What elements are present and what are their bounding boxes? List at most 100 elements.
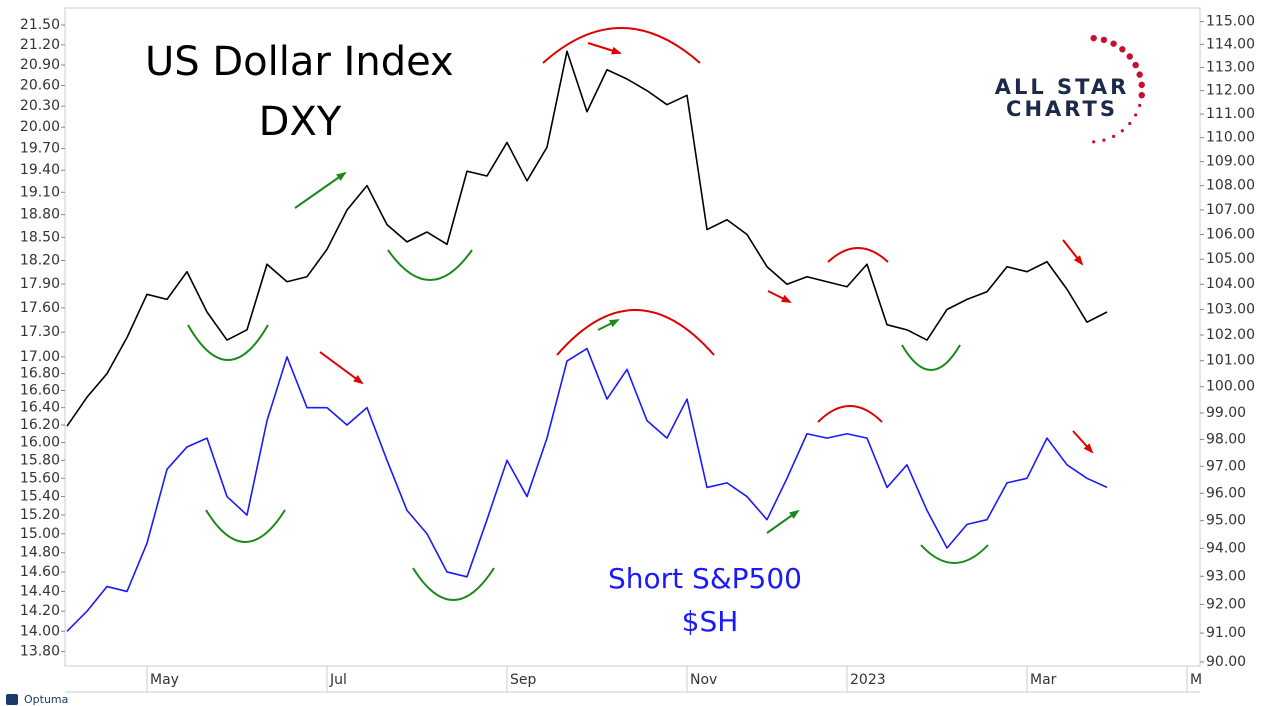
- logo-text: CHARTS: [1006, 97, 1118, 121]
- y2-tick-label: 109.00: [1206, 154, 1255, 170]
- arrow-head: [611, 46, 622, 55]
- y2-tick-label: 106.00: [1206, 226, 1255, 242]
- y2-tick-label: 115.00: [1206, 14, 1255, 30]
- star: [1092, 140, 1096, 144]
- y-tick-label: 15.40: [20, 489, 60, 505]
- arc: [542, 27, 701, 64]
- y-tick-label: 15.60: [20, 470, 60, 486]
- series-line: [66, 347, 1108, 632]
- x-tick-label: 2023: [850, 672, 886, 688]
- star: [1138, 103, 1142, 107]
- arc: [187, 324, 269, 361]
- y-tick-label: 15.20: [20, 507, 60, 523]
- y2-tick-label: 92.00: [1206, 597, 1246, 613]
- y-tick-label: 21.20: [20, 37, 60, 53]
- y-tick-label: 14.80: [20, 545, 60, 561]
- y2-tick-label: 108.00: [1206, 178, 1255, 194]
- y-tick-label: 17.90: [20, 276, 60, 292]
- arc: [556, 309, 715, 356]
- annotation: DXY: [259, 99, 342, 145]
- y-tick-label: 20.00: [20, 119, 60, 135]
- logo: ALL STAR CHARTS: [995, 34, 1145, 144]
- arrows: [294, 42, 1094, 534]
- y2-tick-label: 93.00: [1206, 568, 1246, 584]
- y2-tick-label: 94.00: [1206, 540, 1246, 556]
- arc: [901, 344, 961, 371]
- brand-icon: [6, 694, 18, 705]
- annotation: $SH: [682, 605, 739, 638]
- footer-brand: Optuma: [24, 693, 68, 706]
- arrow-head: [1083, 443, 1094, 454]
- star: [1138, 81, 1145, 89]
- y2-tick-label: 103.00: [1206, 301, 1255, 317]
- y-tick-label: 18.50: [20, 229, 60, 245]
- arc: [920, 544, 989, 564]
- y-tick-label: 14.20: [20, 603, 60, 619]
- arrow-head: [789, 509, 800, 519]
- y-tick-label: 17.60: [20, 300, 60, 316]
- y-tick-label: 15.00: [20, 526, 60, 542]
- y-tick-label: 19.10: [20, 184, 60, 200]
- y-tick-label: 17.00: [20, 349, 60, 365]
- arrow: [294, 172, 346, 209]
- y-tick-label: 14.40: [20, 583, 60, 599]
- y-tick-label: 15.80: [20, 452, 60, 468]
- star: [1134, 113, 1138, 117]
- y-tick-label: 20.60: [20, 77, 60, 93]
- y-tick-label: 20.30: [20, 98, 60, 114]
- y-tick-label: 21.50: [20, 17, 60, 33]
- y2-tick-label: 95.00: [1206, 513, 1246, 529]
- star: [1111, 134, 1116, 138]
- arc: [412, 567, 495, 601]
- arc: [205, 509, 286, 543]
- y2-tick-label: 111.00: [1206, 106, 1255, 122]
- annotation: US Dollar Index: [145, 39, 454, 85]
- arc: [387, 249, 473, 281]
- x-tick-label: Sep: [510, 672, 537, 688]
- y2-tick-label: 96.00: [1206, 485, 1246, 501]
- star: [1090, 34, 1097, 42]
- star: [1100, 36, 1108, 44]
- x-tick-label: May: [150, 672, 179, 688]
- logo-text: ALL STAR: [995, 75, 1130, 99]
- logo-stars: [1090, 34, 1145, 144]
- y2-tick-label: 98.00: [1206, 431, 1246, 447]
- y-tick-label: 13.80: [20, 644, 60, 660]
- x-tick-label: M: [1190, 672, 1202, 688]
- y-tick-label: 17.30: [20, 324, 60, 340]
- y2-tick-label: 113.00: [1206, 59, 1255, 75]
- y-tick-label: 20.90: [20, 57, 60, 73]
- star: [1136, 71, 1143, 78]
- y2-tick-label: 110.00: [1206, 130, 1255, 146]
- arrow-head: [609, 319, 620, 328]
- star: [1119, 46, 1126, 53]
- y2-tick-label: 100.00: [1206, 379, 1255, 395]
- star: [1132, 61, 1139, 69]
- arrow-head: [336, 171, 347, 181]
- annotation: Short S&P500: [608, 562, 802, 595]
- y2-tick-label: 112.00: [1206, 83, 1255, 99]
- x-tick-label: Jul: [329, 672, 347, 688]
- y-tick-label: 14.60: [20, 564, 60, 580]
- x-tick-label: Mar: [1030, 672, 1057, 688]
- star: [1138, 91, 1145, 99]
- y-tick-label: 16.60: [20, 383, 60, 399]
- y2-tick-label: 99.00: [1206, 405, 1246, 421]
- y2-tick-label: 90.00: [1206, 654, 1246, 670]
- arrow-head: [1073, 255, 1084, 266]
- y-tick-label: 19.70: [20, 141, 60, 157]
- series-line: [66, 50, 1108, 427]
- y2-tick-label: 97.00: [1206, 458, 1246, 474]
- star: [1128, 121, 1132, 126]
- star: [1120, 129, 1124, 133]
- y-tick-label: 18.20: [20, 252, 60, 268]
- y-tick-label: 18.80: [20, 207, 60, 223]
- y2-tick-label: 107.00: [1206, 202, 1255, 218]
- star: [1126, 53, 1133, 60]
- arc: [827, 247, 889, 263]
- y2-tick-label: 91.00: [1206, 625, 1246, 641]
- y2-tick-label: 114.00: [1206, 36, 1255, 52]
- y-tick-label: 16.80: [20, 366, 60, 382]
- plot-frame: [64, 7, 1201, 667]
